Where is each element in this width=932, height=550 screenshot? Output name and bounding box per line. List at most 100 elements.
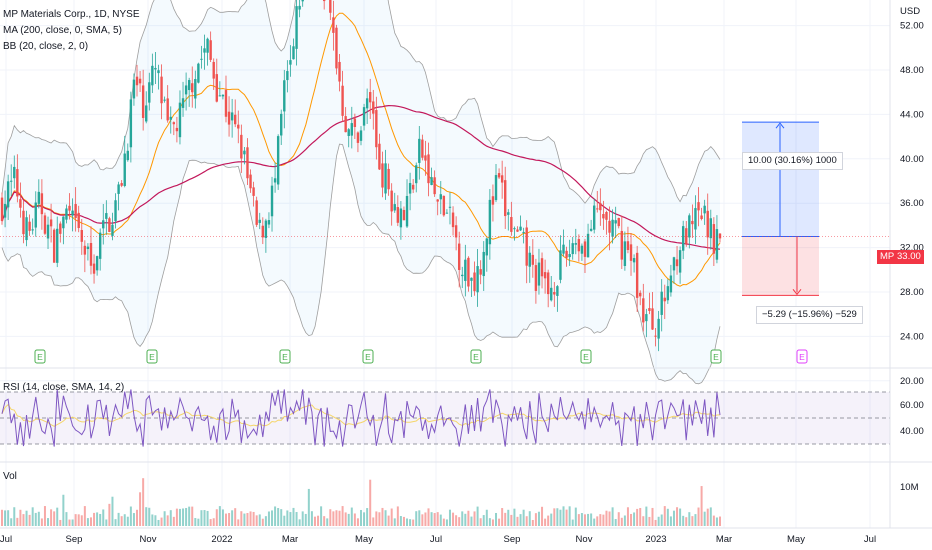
- earnings-icon: [362, 349, 374, 364]
- volume-bar: [452, 512, 455, 526]
- volume-bar: [344, 512, 347, 526]
- volume-bar: [568, 506, 571, 526]
- volume-bar: [663, 506, 666, 526]
- volume-bar: [86, 518, 89, 526]
- candle-body: [430, 177, 433, 185]
- candle-body: [522, 231, 525, 233]
- time-tick-label: 2022: [211, 534, 232, 545]
- volume-bar: [703, 511, 706, 526]
- volume-bar: [439, 514, 442, 526]
- candle-body: [497, 173, 501, 178]
- candle-body: [464, 259, 467, 281]
- volume-bar: [136, 509, 139, 526]
- volume-bar: [338, 510, 341, 526]
- rsi-ma-line: [1, 403, 721, 427]
- time-tick-label: Jul: [864, 534, 876, 545]
- volume-bar: [117, 512, 120, 526]
- ma-legend[interactable]: MA (200, close, 0, SMA, 5): [3, 25, 122, 36]
- volume-bar: [427, 508, 430, 526]
- volume-bar: [243, 513, 246, 526]
- volume-bar: [547, 515, 550, 526]
- candle-body: [200, 58, 203, 60]
- candle-body: [322, 0, 326, 2]
- volume-legend[interactable]: Vol: [3, 471, 17, 482]
- volume-bar: [715, 517, 718, 526]
- volume-bar: [185, 507, 188, 526]
- volume-bar: [280, 509, 283, 526]
- candle-body: [43, 215, 47, 234]
- volume-bar: [347, 513, 350, 526]
- candle-body: [556, 286, 559, 296]
- volume-bar: [614, 519, 617, 526]
- price-range-measure[interactable]: [742, 121, 819, 296]
- candle-body: [25, 217, 28, 241]
- volume-bar: [682, 515, 685, 526]
- candle-body: [16, 169, 19, 197]
- candle-body: [151, 65, 154, 86]
- candle-body: [596, 208, 599, 210]
- volume-bar: [197, 518, 200, 526]
- volume-bar: [605, 510, 608, 526]
- volume-bar: [363, 512, 366, 526]
- candle-body: [34, 202, 37, 228]
- volume-bar: [89, 517, 92, 526]
- volume-bar: [541, 506, 544, 526]
- earnings-letter: E: [473, 352, 479, 362]
- volume-bar: [228, 513, 231, 526]
- candle-body: [98, 232, 102, 259]
- volume-bar: [654, 519, 657, 526]
- candle-body: [369, 92, 372, 103]
- candle-body: [6, 181, 10, 208]
- candle-body: [13, 166, 16, 179]
- candle-body: [519, 226, 522, 231]
- candle-body: [145, 105, 148, 122]
- volume-bar: [47, 518, 50, 526]
- bollinger-bands: [1, 0, 721, 385]
- candle-body: [329, 0, 332, 13]
- candle-body: [623, 241, 627, 267]
- earnings-letter: E: [365, 352, 371, 362]
- candle-body: [71, 210, 74, 216]
- volume-bar: [169, 510, 172, 526]
- bb-legend[interactable]: BB (20, close, 2, 0): [3, 41, 89, 52]
- volume-bar: [559, 509, 562, 526]
- time-tick-label: Sep: [66, 534, 83, 545]
- candle-body: [427, 154, 430, 184]
- candle-body: [454, 225, 458, 238]
- candle-body: [80, 230, 83, 242]
- volume-bar: [669, 516, 672, 526]
- price-tick-label: 44.00: [900, 109, 924, 120]
- candle-body: [706, 210, 709, 238]
- volume-bar: [200, 510, 203, 526]
- volume-bar: [83, 506, 86, 526]
- rsi-legend[interactable]: RSI (14, close, SMA, 14, 2): [3, 382, 125, 393]
- candle-body: [632, 258, 636, 263]
- volume-bar: [421, 514, 424, 526]
- candle-body: [381, 163, 384, 188]
- volume-bar: [577, 514, 580, 526]
- volume-bar: [240, 511, 243, 526]
- bollinger-fill: [2, 0, 720, 384]
- symbol-legend[interactable]: MP Materials Corp., 1D, NYSE: [3, 9, 140, 20]
- volume-bar: [709, 507, 712, 526]
- candle-body: [586, 233, 590, 258]
- candle-body: [264, 220, 268, 238]
- volume-bar: [399, 516, 402, 526]
- volume-bar: [495, 512, 498, 526]
- candle-body: [510, 217, 513, 232]
- volume-bar: [623, 515, 626, 526]
- candle-body: [648, 308, 651, 311]
- volume-bar: [602, 514, 605, 526]
- volume-bar: [317, 515, 320, 526]
- volume-bar: [445, 519, 448, 526]
- volume-bar: [68, 519, 71, 526]
- candle-body: [476, 266, 479, 293]
- candle-body: [356, 132, 360, 143]
- candle-body: [396, 207, 400, 223]
- symbol-tag: MP: [877, 250, 898, 264]
- candle-body: [654, 335, 657, 337]
- candle-body: [365, 98, 369, 109]
